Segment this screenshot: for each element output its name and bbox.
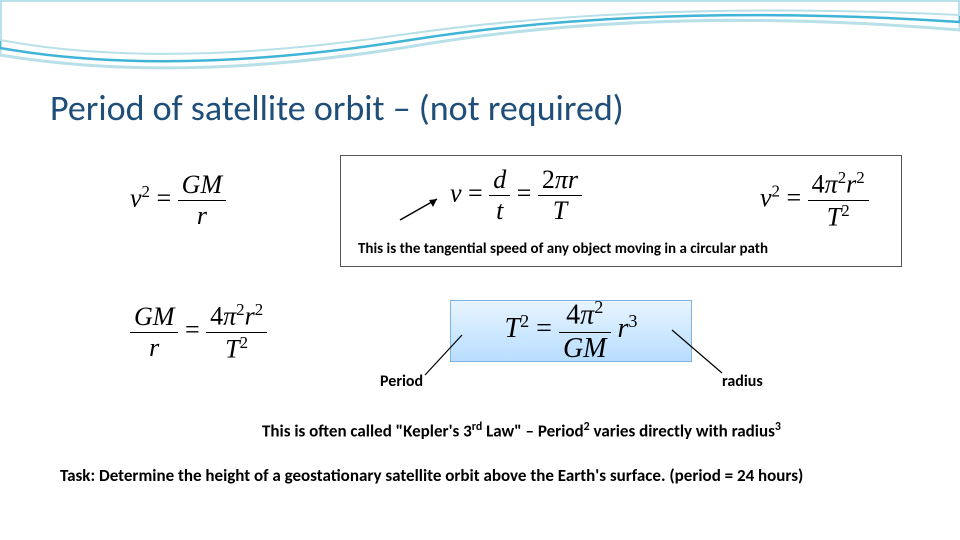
equation-v2-expanded: v2 = 4π2r2T2: [760, 168, 869, 232]
tangential-speed-caption: This is the tangential speed of any obje…: [358, 240, 768, 258]
kepler-law-box: T2 = 4π2GM r3: [450, 300, 692, 362]
equation-v-squared: v2 = GMr: [130, 170, 226, 231]
equation-kepler: T2 = 4π2GM r3: [504, 297, 637, 364]
equation-gm-over-r: GMr = 4π2r2T2: [130, 300, 267, 364]
equation-tangential-speed: v = dt = 2πrT: [450, 165, 582, 226]
label-period: Period: [380, 372, 423, 391]
slide-title: Period of satellite orbit – (not require…: [50, 86, 624, 130]
kepler-law-text: This is often called "Kepler's 3rd Law" …: [262, 420, 781, 442]
task-text: Task: Determine the height of a geostati…: [60, 465, 920, 486]
label-radius: radius: [722, 372, 763, 391]
wave-header: [0, 0, 960, 90]
